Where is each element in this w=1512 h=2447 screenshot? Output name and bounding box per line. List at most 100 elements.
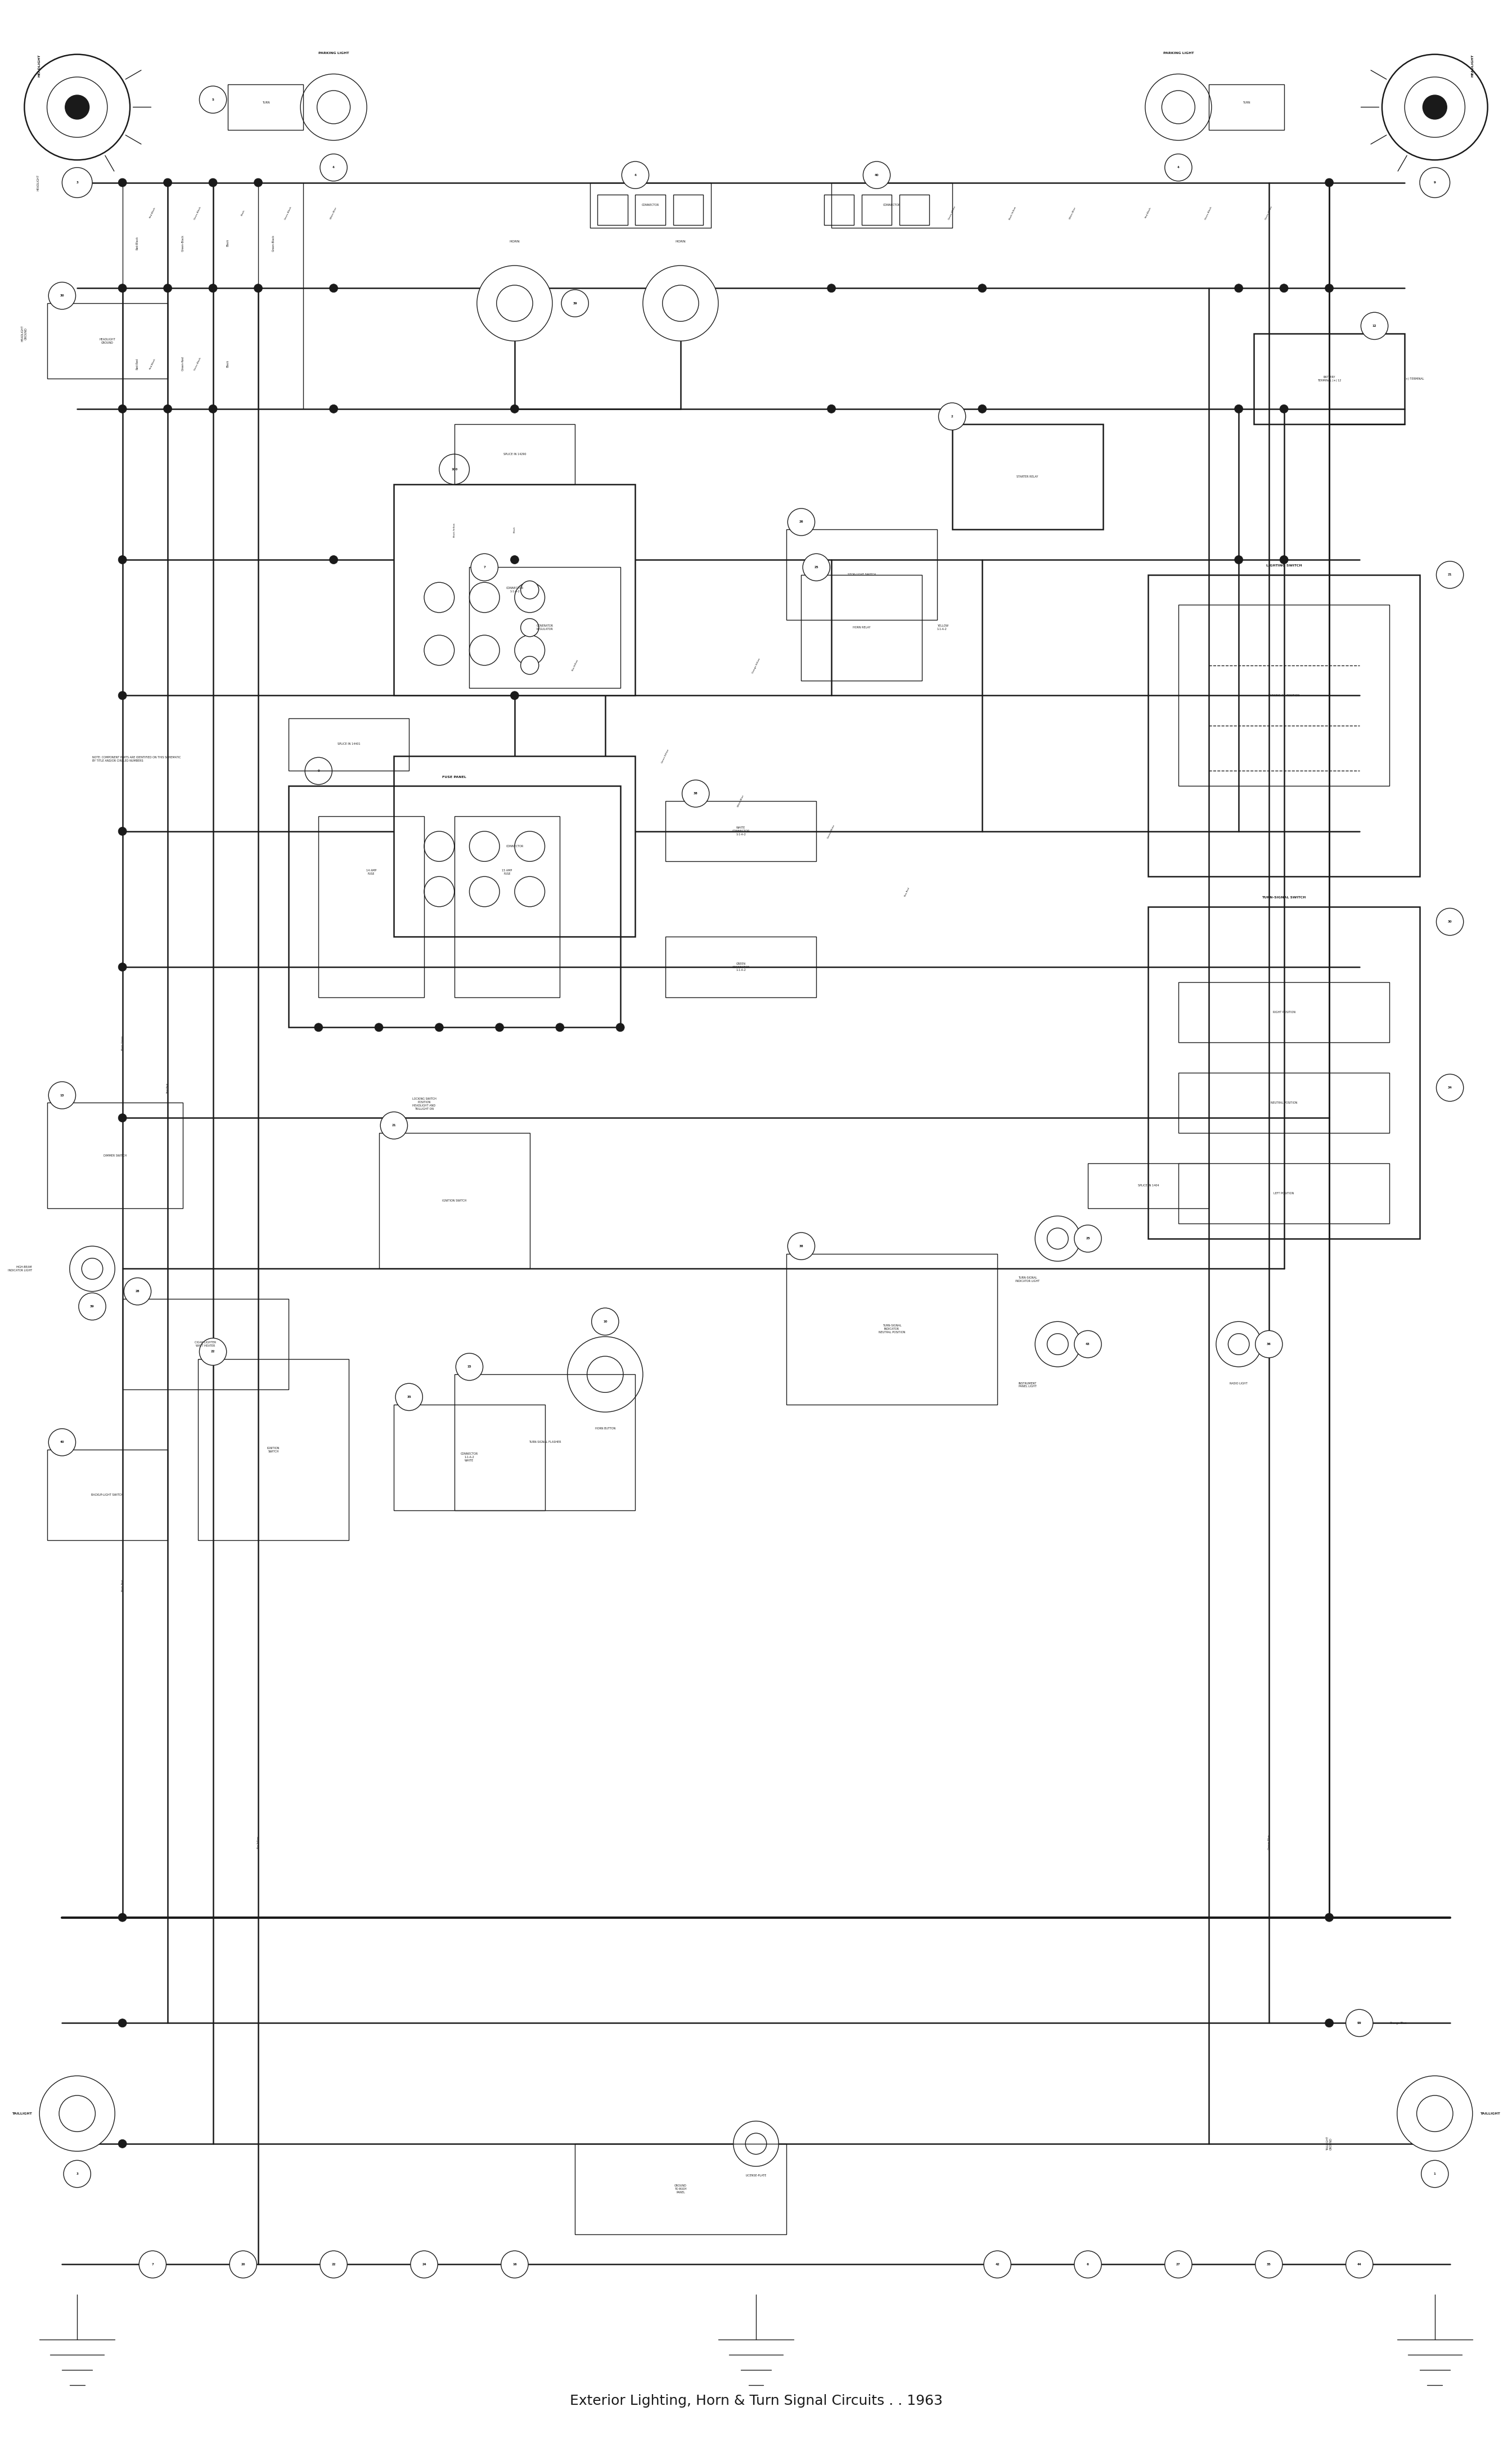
Text: 7: 7 bbox=[151, 2263, 154, 2266]
Circle shape bbox=[745, 2134, 767, 2153]
Text: LOCKING SWITCH
POSITION
HEADLIGHT AND
TAILLIGHT ON: LOCKING SWITCH POSITION HEADLIGHT AND TA… bbox=[413, 1099, 435, 1111]
Circle shape bbox=[64, 2161, 91, 2188]
Text: TAILLIGHT: TAILLIGHT bbox=[12, 2112, 32, 2114]
Text: HORN: HORN bbox=[510, 240, 520, 242]
Text: Red-Black: Red-Black bbox=[136, 237, 139, 250]
Text: Green-Yellow: Green-Yellow bbox=[661, 749, 670, 763]
Circle shape bbox=[1405, 76, 1465, 137]
Text: 5: 5 bbox=[212, 98, 215, 100]
Circle shape bbox=[82, 1258, 103, 1280]
Circle shape bbox=[1382, 54, 1488, 159]
Text: Red-Black: Red-Black bbox=[1145, 208, 1152, 218]
Text: Black-Yellow: Black-Yellow bbox=[1009, 206, 1016, 220]
Circle shape bbox=[301, 73, 367, 139]
Circle shape bbox=[1325, 1914, 1334, 1921]
Circle shape bbox=[1164, 2251, 1191, 2278]
Text: 15 AMP
FUSE: 15 AMP FUSE bbox=[502, 869, 513, 876]
Circle shape bbox=[1075, 2251, 1101, 2278]
Circle shape bbox=[827, 284, 836, 291]
Text: 27: 27 bbox=[1176, 2263, 1181, 2266]
Bar bbox=[590, 184, 711, 228]
Bar bbox=[395, 1405, 544, 1510]
Text: 10: 10 bbox=[603, 1319, 608, 1324]
Circle shape bbox=[65, 95, 89, 120]
Text: Red-Red: Red-Red bbox=[136, 357, 139, 369]
Text: Black: Black bbox=[514, 526, 516, 533]
Text: NOTE: COMPONENT PARTS ARE IDENTIFIED ON THIS SCHEMATIC
BY TITLE AND/OR CIRCLED N: NOTE: COMPONENT PARTS ARE IDENTIFIED ON … bbox=[92, 756, 181, 761]
Circle shape bbox=[425, 832, 454, 861]
Text: 12: 12 bbox=[1373, 325, 1376, 328]
Text: 100: 100 bbox=[451, 467, 458, 470]
Bar bbox=[597, 196, 627, 225]
Text: HORN: HORN bbox=[676, 240, 686, 242]
Text: 42: 42 bbox=[995, 2263, 999, 2266]
Text: BACKUP-LIGHT SWITCH: BACKUP-LIGHT SWITCH bbox=[91, 1493, 124, 1498]
Circle shape bbox=[643, 267, 718, 340]
Text: YELLOW
1-1-A-2: YELLOW 1-1-A-2 bbox=[937, 624, 948, 631]
Text: White-Blue: White-Blue bbox=[736, 795, 745, 808]
Text: Green-Black: Green-Black bbox=[284, 206, 292, 220]
Text: 43: 43 bbox=[1086, 1343, 1090, 1346]
Text: Green-Black: Green-Black bbox=[194, 206, 203, 220]
Bar bbox=[786, 1253, 998, 1405]
Circle shape bbox=[330, 404, 337, 414]
Text: HORN BUTTON: HORN BUTTON bbox=[594, 1427, 615, 1429]
Text: Black-Yellow: Black-Yellow bbox=[454, 521, 455, 536]
Bar bbox=[1253, 333, 1405, 423]
Circle shape bbox=[682, 781, 709, 808]
Circle shape bbox=[978, 404, 986, 414]
Circle shape bbox=[520, 619, 538, 636]
Text: 26: 26 bbox=[800, 521, 803, 524]
Text: CONNECTOR
1-1-A-2
WHITE: CONNECTOR 1-1-A-2 WHITE bbox=[461, 1454, 478, 1461]
Circle shape bbox=[1325, 179, 1334, 186]
Text: HEADLIGHT: HEADLIGHT bbox=[36, 174, 39, 191]
Circle shape bbox=[1279, 284, 1288, 291]
Circle shape bbox=[1423, 95, 1447, 120]
Text: Orange-Blue: Orange-Blue bbox=[1390, 2021, 1406, 2024]
Text: IGNITION
SWITCH: IGNITION SWITCH bbox=[268, 1446, 280, 1454]
Text: STOP-LIGHT SWITCH: STOP-LIGHT SWITCH bbox=[848, 573, 875, 575]
Text: Green-Red: Green-Red bbox=[181, 357, 184, 372]
Text: 3: 3 bbox=[76, 181, 79, 184]
Text: (+) TERMINAL: (+) TERMINAL bbox=[1405, 377, 1424, 379]
Bar bbox=[454, 423, 575, 485]
Text: 40: 40 bbox=[60, 1441, 64, 1444]
Circle shape bbox=[330, 555, 337, 563]
Circle shape bbox=[1036, 1321, 1081, 1368]
Circle shape bbox=[381, 1111, 408, 1138]
Text: HIGH-BEAM
INDICATOR LIGHT: HIGH-BEAM INDICATOR LIGHT bbox=[8, 1265, 32, 1272]
Bar bbox=[1178, 1072, 1390, 1133]
Circle shape bbox=[514, 582, 544, 612]
Circle shape bbox=[305, 759, 333, 785]
Text: 15: 15 bbox=[467, 1365, 472, 1368]
Circle shape bbox=[1255, 2251, 1282, 2278]
Circle shape bbox=[514, 636, 544, 666]
Circle shape bbox=[163, 284, 172, 291]
Text: 2: 2 bbox=[951, 416, 953, 418]
Circle shape bbox=[48, 1429, 76, 1456]
Circle shape bbox=[435, 1023, 443, 1033]
Circle shape bbox=[59, 2095, 95, 2131]
Bar bbox=[228, 86, 304, 130]
Circle shape bbox=[209, 404, 218, 414]
Circle shape bbox=[118, 1914, 127, 1921]
Bar bbox=[953, 423, 1102, 529]
Text: 36: 36 bbox=[1267, 1343, 1272, 1346]
Circle shape bbox=[118, 693, 127, 700]
Circle shape bbox=[587, 1356, 623, 1392]
Text: 38: 38 bbox=[798, 1246, 803, 1248]
Circle shape bbox=[39, 2075, 115, 2151]
Circle shape bbox=[118, 2139, 127, 2148]
Bar bbox=[1178, 1162, 1390, 1224]
Circle shape bbox=[1234, 284, 1243, 291]
Circle shape bbox=[321, 154, 348, 181]
Circle shape bbox=[47, 76, 107, 137]
Circle shape bbox=[425, 582, 454, 612]
Circle shape bbox=[476, 267, 552, 340]
Circle shape bbox=[118, 962, 127, 971]
Text: 24: 24 bbox=[422, 2263, 426, 2266]
Circle shape bbox=[511, 555, 519, 563]
Text: Exterior Lighting, Horn & Turn Signal Circuits . . 1963: Exterior Lighting, Horn & Turn Signal Ci… bbox=[570, 2393, 942, 2408]
Bar bbox=[47, 1104, 183, 1209]
Circle shape bbox=[118, 555, 127, 563]
